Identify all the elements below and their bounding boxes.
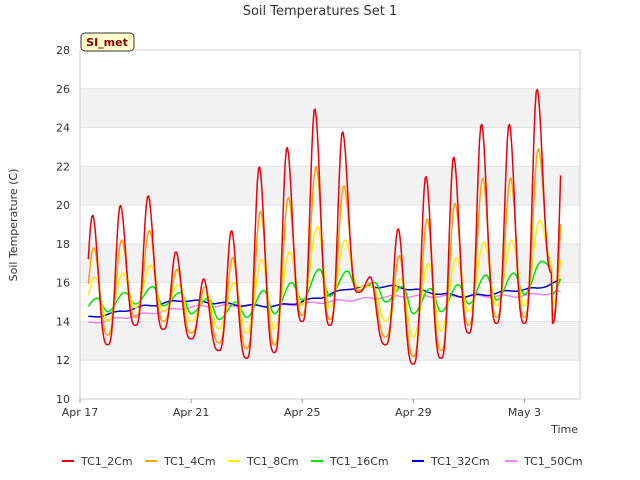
y-axis-label: Soil Temperature (C) [7,169,20,282]
y-tick-label: 26 [56,83,70,96]
legend-label: TC1_50Cm [523,455,583,468]
legend-item-tc1_50cm: TC1_50Cm [505,455,583,468]
legend-label: TC1_16Cm [329,455,389,468]
y-tick-label: 16 [56,277,70,290]
x-tick-label: Apr 21 [173,406,210,419]
y-tick-label: 22 [56,160,70,173]
y-tick-label: 12 [56,354,70,367]
x-tick-label: Apr 29 [395,406,432,419]
grid-band [80,243,580,283]
legend-label: TC1_8Cm [246,455,299,468]
y-tick-label: 10 [56,393,70,406]
grid-band [80,88,580,128]
y-axis-ticks: 10 12 14 16 18 20 22 24 26 28 [56,44,70,406]
chart-title: Soil Temperatures Set 1 [243,4,398,19]
x-axis-label: Time [550,423,578,436]
station-badge-text: SI_met [86,36,128,49]
plot-frame [79,49,581,400]
y-tick-label: 28 [56,44,70,57]
y-tick-label: 14 [56,315,70,328]
legend-item-tc1_16cm: TC1_16Cm [311,455,389,468]
legend-item-tc1_2cm: TC1_2Cm [62,455,133,468]
legend-item-tc1_4cm: TC1_4Cm [145,455,216,468]
x-tick-label: May 3 [508,406,541,419]
x-axis-ticks: Apr 17 Apr 21 Apr 25 Apr 29 May 3 [62,399,541,419]
y-tick-label: 18 [56,238,70,251]
legend: TC1_2Cm TC1_4Cm TC1_8Cm TC1_16Cm TC1_32Cm TC1… [62,455,583,468]
legend-label: TC1_2Cm [80,455,133,468]
legend-label: TC1_32Cm [430,455,490,468]
station-badge: SI_met [80,32,135,52]
legend-item-tc1_32cm: TC1_32Cm [412,455,490,468]
grid-bands [80,88,580,361]
grid-band [80,166,580,206]
x-tick-label: Apr 25 [284,406,321,419]
y-tick-label: 24 [56,122,70,135]
legend-label: TC1_4Cm [163,455,216,468]
x-tick-label: Apr 17 [62,406,99,419]
series-line-tc1_2cm [87,88,562,365]
series-layer [87,88,562,365]
legend-item-tc1_8cm: TC1_8Cm [228,455,299,468]
y-tick-label: 20 [56,199,70,212]
grid-band [80,321,580,361]
